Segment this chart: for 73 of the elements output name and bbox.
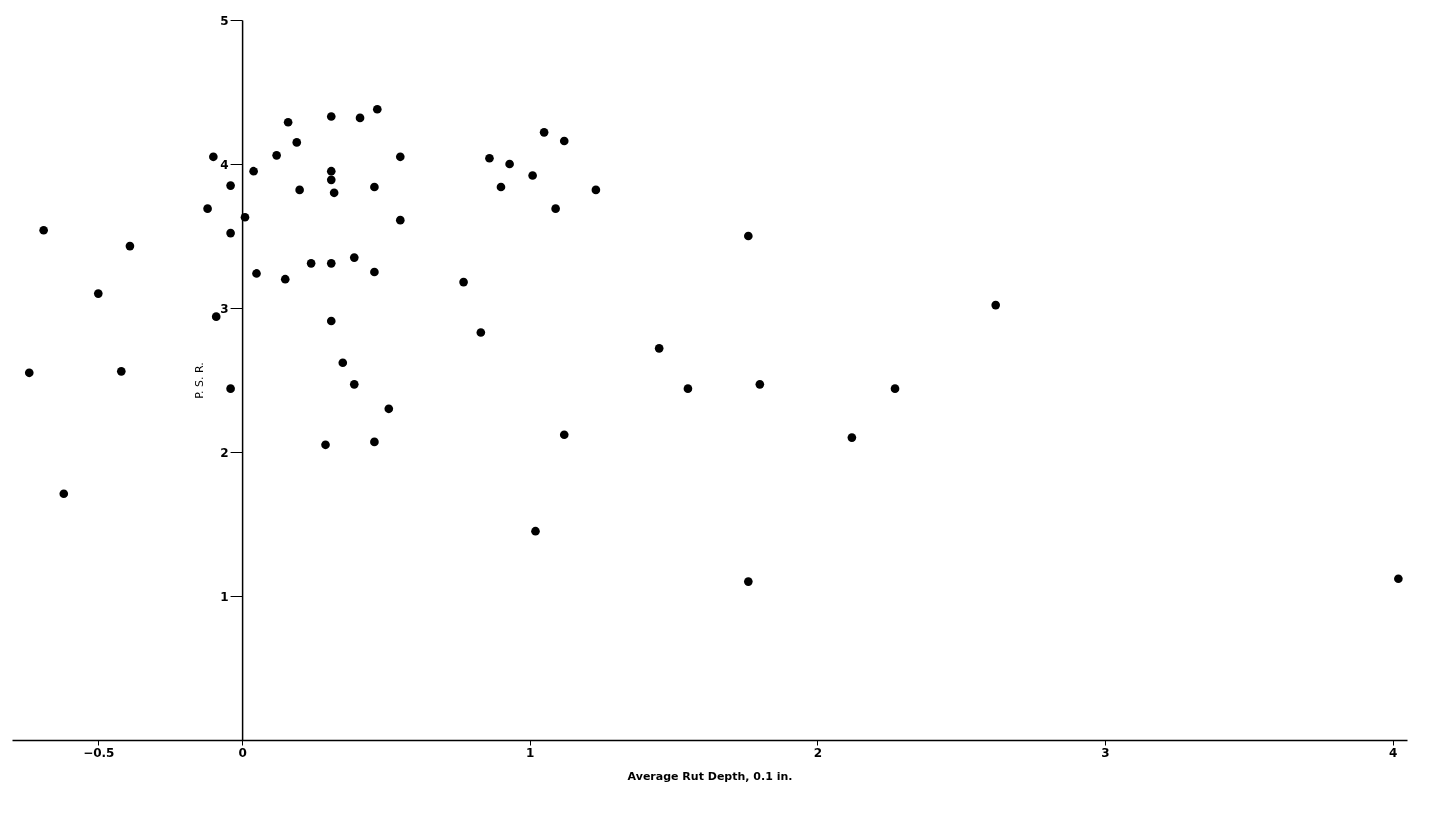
point bbox=[505, 159, 514, 169]
point bbox=[372, 104, 382, 114]
y-tick-label: 3 bbox=[220, 301, 229, 316]
point bbox=[370, 437, 379, 447]
point bbox=[326, 112, 336, 121]
point bbox=[211, 312, 221, 321]
point bbox=[485, 153, 494, 163]
point bbox=[539, 128, 549, 137]
point bbox=[338, 358, 348, 368]
y-tick-label: 4 bbox=[220, 157, 229, 172]
point bbox=[744, 231, 753, 241]
point bbox=[559, 136, 569, 146]
point bbox=[326, 316, 336, 326]
point bbox=[24, 368, 34, 378]
point bbox=[321, 440, 330, 450]
x-tick-label: 0 bbox=[238, 745, 247, 760]
point bbox=[306, 259, 316, 268]
point bbox=[476, 328, 486, 337]
point bbox=[240, 212, 250, 222]
point bbox=[349, 253, 359, 262]
point bbox=[272, 151, 281, 160]
point bbox=[252, 269, 261, 278]
point bbox=[531, 526, 540, 536]
point bbox=[355, 113, 365, 123]
point bbox=[349, 380, 359, 389]
x-axis-title: Average Rut Depth, 0.1 in. bbox=[627, 769, 793, 783]
point bbox=[203, 204, 212, 213]
point bbox=[280, 274, 290, 284]
point bbox=[384, 404, 394, 414]
point bbox=[683, 384, 693, 393]
y-tick-label: 5 bbox=[220, 13, 229, 28]
point bbox=[326, 166, 336, 176]
point bbox=[654, 344, 664, 353]
point bbox=[890, 384, 900, 393]
point bbox=[116, 367, 126, 376]
point bbox=[295, 185, 304, 195]
x-tick-label: 4 bbox=[1388, 745, 1398, 760]
point bbox=[249, 166, 258, 176]
point bbox=[93, 289, 103, 298]
point bbox=[370, 267, 379, 277]
x-tick-label: 2 bbox=[813, 745, 823, 760]
point bbox=[459, 277, 468, 287]
point bbox=[292, 138, 302, 147]
point bbox=[496, 182, 506, 192]
x-tick-label: −0.5 bbox=[83, 745, 115, 760]
y-tick-label: 2 bbox=[220, 445, 229, 460]
point bbox=[226, 384, 235, 393]
point bbox=[370, 182, 379, 192]
point bbox=[59, 489, 69, 499]
y-axis-title: P. S. R. bbox=[193, 362, 207, 399]
point bbox=[326, 175, 336, 185]
point bbox=[226, 181, 235, 190]
point bbox=[395, 152, 405, 162]
point bbox=[226, 228, 235, 238]
point bbox=[329, 188, 339, 198]
point bbox=[1394, 574, 1403, 584]
point bbox=[326, 259, 336, 268]
point bbox=[528, 171, 537, 180]
point bbox=[755, 380, 765, 389]
point bbox=[39, 225, 48, 235]
point bbox=[125, 241, 135, 251]
point bbox=[209, 152, 218, 162]
x-tick-label: 1 bbox=[526, 745, 535, 760]
point bbox=[551, 204, 560, 213]
point bbox=[591, 185, 601, 195]
point bbox=[744, 577, 753, 586]
point bbox=[847, 433, 857, 442]
x-tick-label: 3 bbox=[1101, 745, 1110, 760]
point bbox=[991, 300, 1001, 310]
y-tick-label: 1 bbox=[220, 589, 229, 604]
point bbox=[559, 430, 569, 440]
point bbox=[395, 215, 405, 225]
point bbox=[283, 117, 293, 127]
